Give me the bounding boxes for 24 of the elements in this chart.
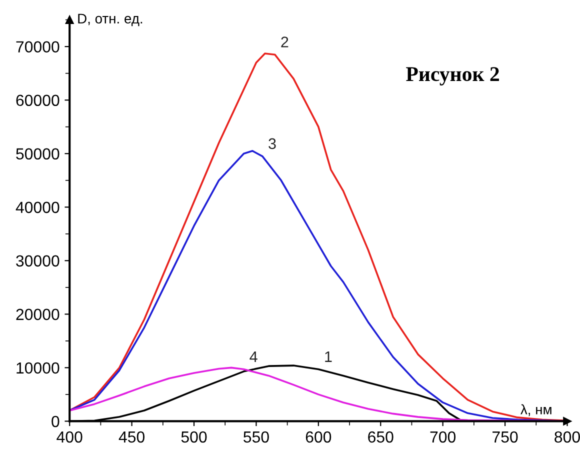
x-tick-label: 750 [492,431,518,443]
x-tick-label: 400 [56,431,82,443]
text: Рисунок 2 [406,67,499,86]
y-tick-label: 30000 [16,255,60,267]
x-tick-label: 800 [554,431,580,443]
y-tick-label: 70000 [16,41,60,53]
series-label: 1 [325,351,332,362]
y-tick-label: 10000 [16,362,60,374]
y-tick-label: 50000 [16,148,60,160]
x-tick-label: 650 [368,431,394,443]
y-tick-label: 60000 [16,94,60,106]
x-axis-title: λ, нм [520,404,552,416]
x-tick-label: 500 [181,431,207,443]
y-axis-title: D, отн. ед. [78,14,142,26]
x-tick-label: 550 [244,431,269,443]
x-tick-label: 700 [430,431,456,443]
x-tick-label: 600 [306,431,332,443]
series-label: 4 [250,351,258,362]
x-tick-label: 450 [118,431,145,443]
y-tick-label: 40000 [16,202,60,214]
y-tick-label: 20000 [16,308,60,320]
y-tick-label: 0 [52,416,60,428]
series-label: 3 [268,138,276,150]
series-label: 2 [281,36,288,48]
